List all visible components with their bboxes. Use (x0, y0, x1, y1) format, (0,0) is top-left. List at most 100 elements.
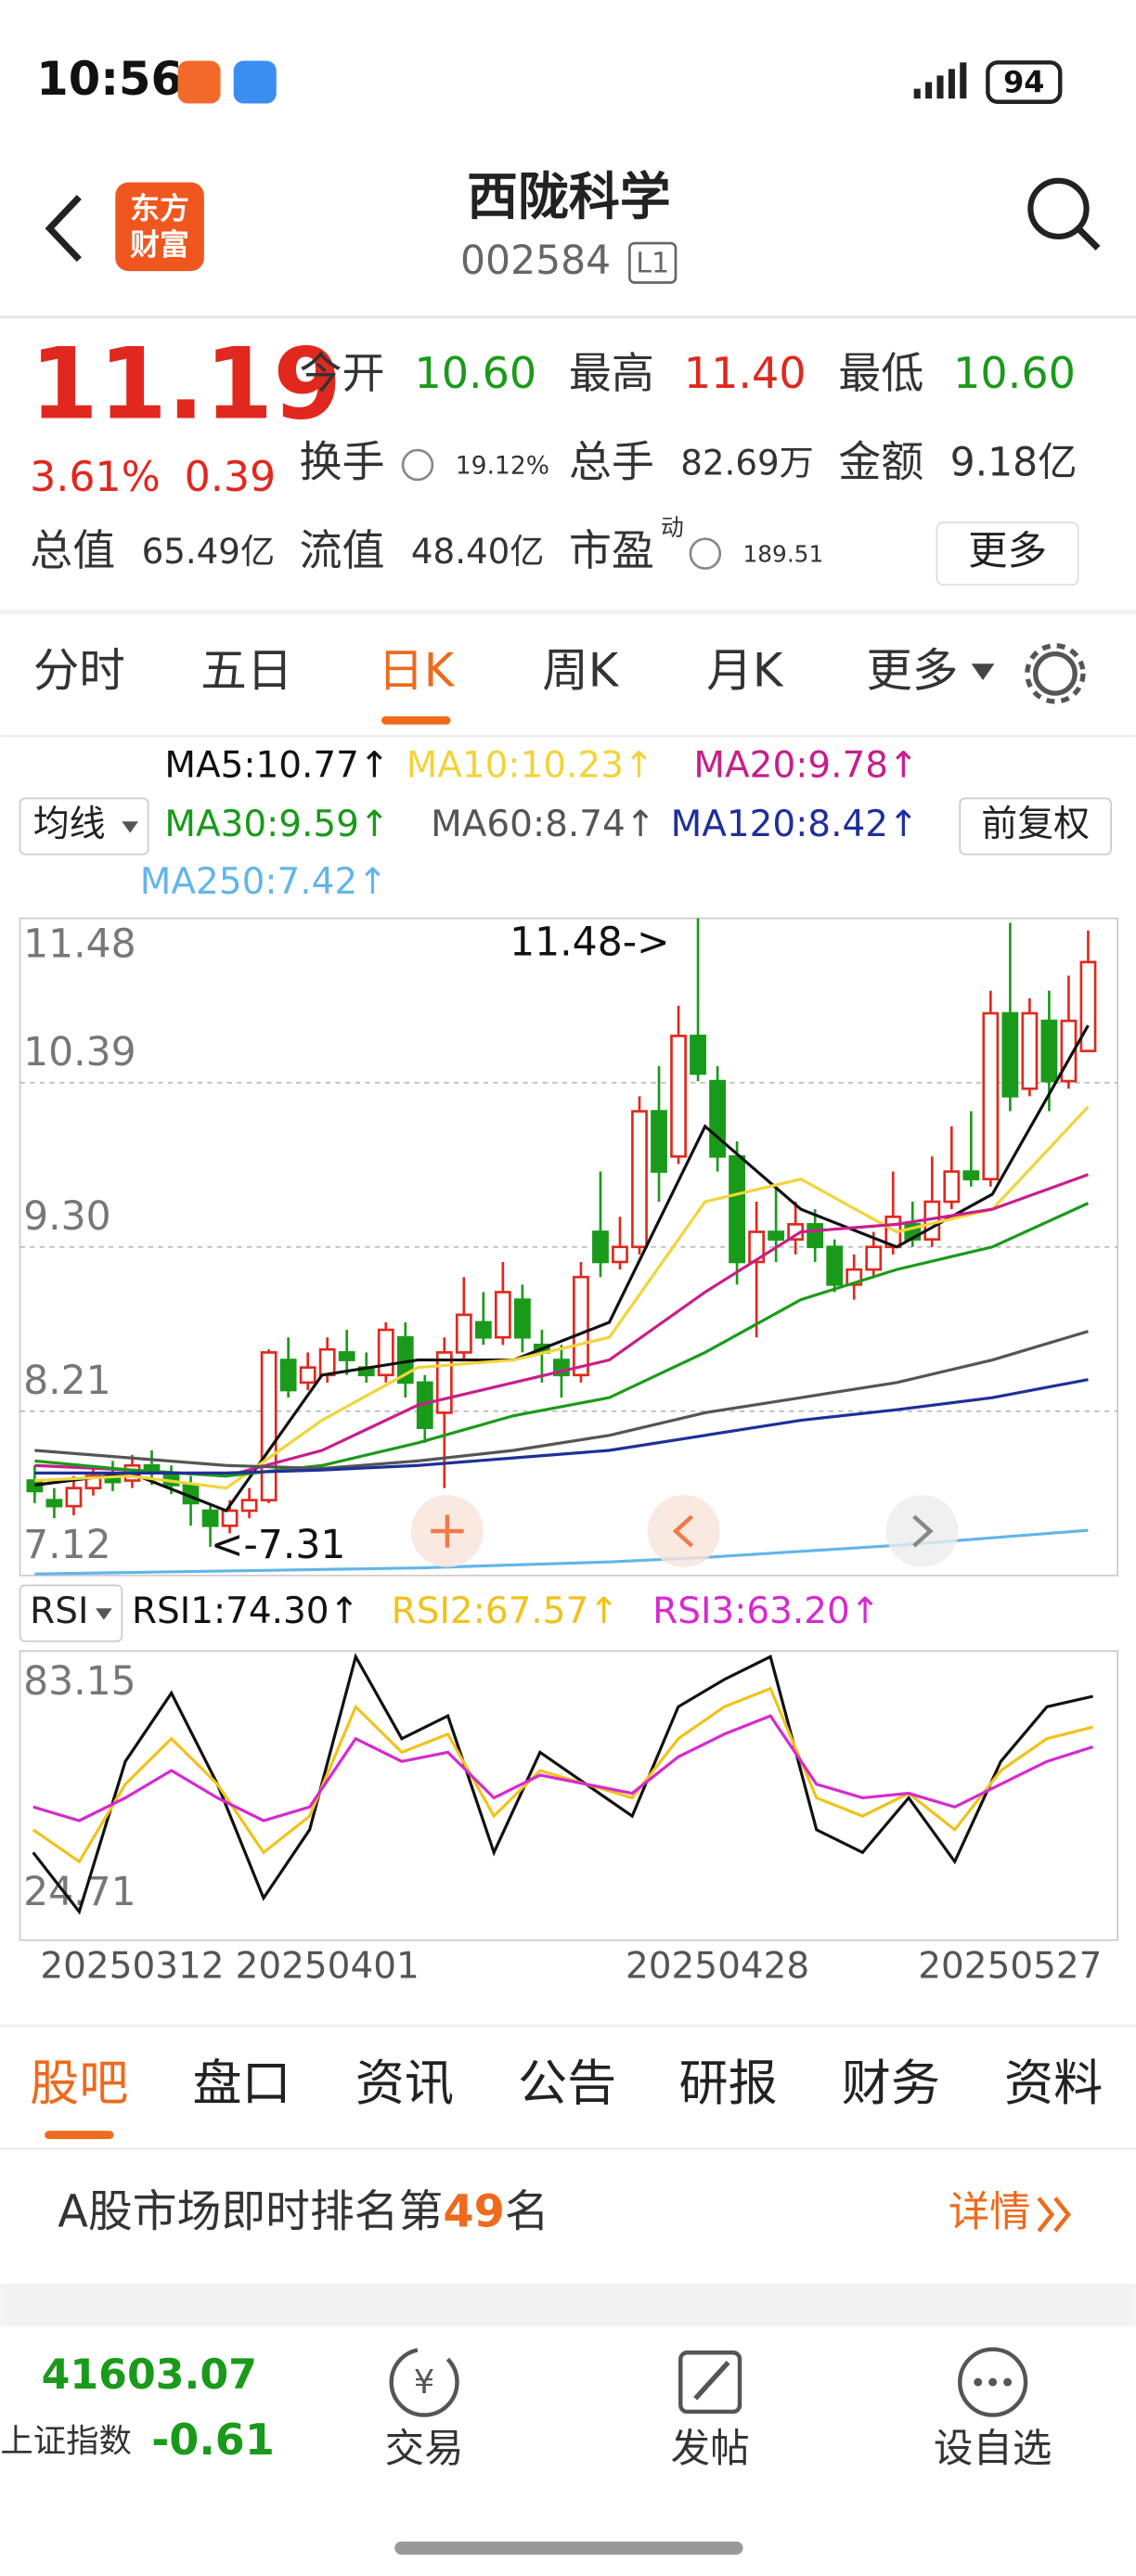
trade-icon (389, 2347, 459, 2417)
tab-indicator (381, 715, 451, 725)
legend-entry: RSI2:67.57↑ (392, 1591, 619, 1632)
x-tick-label: 20250527 (918, 1945, 1102, 1987)
rsi-button[interactable] (19, 1584, 123, 1642)
period-tab[interactable]: 日K (378, 643, 456, 697)
period-tab[interactable]: 周K (542, 643, 620, 697)
plus-icon (431, 1514, 464, 1548)
settings-button[interactable] (1033, 650, 1078, 696)
candle-body (474, 1320, 492, 1339)
search-button[interactable] (1027, 177, 1090, 240)
field-value: 10.60 (414, 348, 536, 398)
y-tick-label: 11.48 (23, 921, 136, 967)
next-button[interactable] (885, 1495, 959, 1567)
search-handle (1076, 225, 1101, 251)
home-indicator (394, 2541, 743, 2555)
logo-text: 财富 (130, 227, 189, 263)
ma-line (34, 1105, 1090, 1490)
back-button[interactable] (45, 195, 82, 263)
more-button[interactable] (936, 522, 1079, 586)
legend-entry: MA5:10.77↑ (164, 744, 389, 786)
candle-body (240, 1499, 258, 1513)
legend-entry: RSI3:63.20↑ (652, 1591, 880, 1632)
dropdown-arrow (96, 1608, 112, 1620)
dropdown-arrow (122, 821, 139, 833)
candle-body (943, 1170, 961, 1204)
annotation: <-7.31 (211, 1523, 345, 1568)
ma-button[interactable] (19, 797, 149, 856)
info-tab[interactable]: 财务 (842, 2054, 940, 2112)
x-tick-label: 20250401 (236, 1945, 420, 1987)
stock-name: 西陇科学 (467, 167, 671, 226)
info-tab[interactable]: 资讯 (355, 2054, 454, 2112)
more-label: 更多 (968, 529, 1047, 574)
candle-body (494, 1291, 511, 1339)
adjust-button[interactable] (959, 797, 1113, 856)
change: 0.39 (185, 454, 277, 501)
legend-entry: MA250:7.42↑ (140, 861, 388, 903)
info-tab[interactable]: 公告 (518, 2054, 616, 2112)
info-tab[interactable]: 股吧 (30, 2054, 128, 2112)
candle-body (201, 1509, 219, 1527)
period-tab[interactable]: 分时 (33, 643, 125, 697)
nav-label[interactable]: 发帖 (671, 2427, 750, 2472)
ma-line (34, 1202, 1090, 1478)
field-value: 65.49亿 (142, 531, 276, 572)
battery-level: 94 (1003, 64, 1044, 99)
divider (0, 609, 1136, 615)
ma-line (34, 1378, 1089, 1475)
change-pct: 3.61% (30, 454, 161, 501)
period-tab[interactable]: 月K (706, 643, 784, 697)
info-tab[interactable]: 研报 (678, 2054, 777, 2112)
field-value: 11.40 (684, 348, 807, 398)
candle-body (709, 1079, 726, 1158)
prev-button[interactable] (647, 1495, 720, 1567)
field-value: 9.18亿 (950, 441, 1078, 486)
field-value: 48.40亿 (411, 531, 545, 572)
nav-label[interactable]: 交易 (385, 2427, 464, 2472)
field-label: 最高 (569, 348, 654, 398)
clock: 10:56 (36, 52, 183, 106)
detail-link[interactable]: 详情 (949, 2189, 1031, 2236)
field-sup: 动 (661, 514, 684, 541)
info-tab[interactable]: 资料 (1004, 2054, 1103, 2112)
stock-code: 002584 (460, 238, 611, 284)
logo-text: 东方 (130, 191, 189, 226)
info-tabs: 股吧 盘口 资讯 公告 研报 财务 资料 (30, 2054, 1103, 2140)
notify-icon (177, 60, 221, 104)
candle-body (962, 1170, 980, 1180)
rsi-line (32, 1714, 1094, 1823)
legend-entry: RSI1:74.30↑ (132, 1591, 359, 1632)
field-label: 换手 (300, 437, 385, 487)
field-value: 189.51 (743, 540, 824, 567)
candle-body (435, 1351, 453, 1414)
y-tick-label: 7.12 (23, 1523, 111, 1568)
candle-body (1021, 1011, 1039, 1090)
rsi-line (32, 1653, 1093, 1915)
candle-body (865, 1245, 883, 1271)
index-value: 41603.07 (42, 2351, 257, 2399)
candle-body (65, 1487, 83, 1508)
info-icon[interactable] (401, 448, 434, 482)
candle-body (982, 1011, 1000, 1180)
candle-body (45, 1499, 63, 1508)
candle-body (279, 1359, 297, 1392)
dropdown-arrow (971, 663, 995, 680)
info-icon[interactable] (689, 537, 722, 570)
field-label: 今开 (300, 348, 385, 398)
rsi-panel (19, 1650, 1119, 1941)
period-tab[interactable]: 五日 (200, 643, 292, 697)
candle-body (455, 1313, 472, 1354)
y-tick-label: 8.21 (23, 1359, 111, 1404)
nav-label[interactable]: 设自选 (934, 2427, 1052, 2472)
dots (974, 2377, 1013, 2387)
ma-line (34, 1330, 1089, 1471)
period-tab[interactable]: 更多 (866, 643, 958, 697)
price: 11.19 (30, 328, 342, 443)
next-icon (912, 1514, 934, 1548)
y-tick-label: 9.30 (23, 1194, 111, 1240)
badge-text: L1 (636, 248, 669, 280)
ma-button-label: 均线 (33, 804, 106, 845)
info-tab[interactable]: 盘口 (192, 2054, 290, 2112)
candle-body (299, 1366, 316, 1385)
